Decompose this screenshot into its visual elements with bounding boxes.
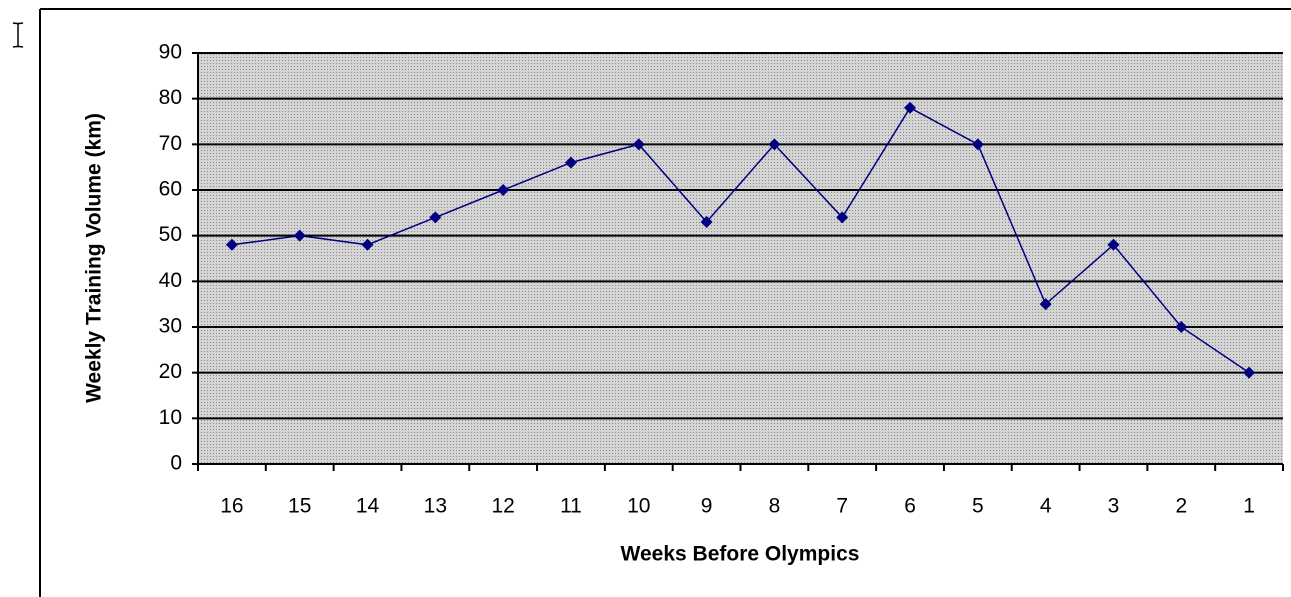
marker — [497, 184, 510, 196]
marker — [768, 138, 781, 151]
y-tick-label: 80 — [159, 86, 182, 109]
y-tick-label: 0 — [170, 452, 182, 475]
x-tick-label: 1 — [1243, 495, 1255, 518]
text-cursor — [12, 22, 24, 48]
x-tick-label: 2 — [1175, 495, 1187, 518]
marker — [836, 211, 849, 224]
plot-area — [198, 53, 1283, 464]
x-tick-label: 4 — [1040, 495, 1052, 518]
x-tick-label: 5 — [972, 495, 984, 518]
marker — [225, 238, 238, 251]
x-tick-label: 7 — [836, 495, 848, 518]
x-tick-label: 13 — [424, 495, 447, 518]
data-line — [231, 106, 1250, 374]
x-tick-label: 12 — [491, 495, 514, 518]
marker — [564, 156, 577, 169]
x-tick-label: 10 — [627, 495, 650, 518]
marker — [361, 238, 374, 251]
marker — [429, 211, 442, 224]
marker — [1107, 238, 1120, 251]
marker — [700, 215, 713, 228]
y-axis-title: Weekly Training Volume (km) — [83, 113, 106, 403]
x-axis-title: Weeks Before Olympics — [621, 543, 860, 566]
x-tick-label: 16 — [220, 495, 243, 518]
y-tick-label: 50 — [159, 223, 182, 246]
x-tick-label: 3 — [1108, 495, 1120, 518]
y-tick-label: 70 — [159, 132, 182, 155]
y-tick-label: 90 — [159, 41, 182, 64]
x-tick-label: 6 — [904, 495, 916, 518]
x-tick-label: 15 — [288, 495, 311, 518]
marker — [1039, 298, 1052, 311]
marker — [1243, 366, 1256, 379]
x-tick-label: 8 — [769, 495, 781, 518]
y-tick-label: 60 — [159, 178, 182, 201]
marker — [971, 138, 984, 151]
marker — [293, 229, 306, 242]
y-tick-label: 40 — [159, 269, 182, 292]
y-tick-label: 30 — [159, 315, 182, 338]
y-tick-label: 20 — [159, 360, 182, 383]
x-tick-label: 14 — [356, 495, 380, 518]
marker — [632, 138, 645, 151]
y-tick-label: 10 — [159, 406, 182, 429]
marker — [904, 101, 917, 114]
x-tick-label: 9 — [701, 495, 713, 518]
marker — [1175, 321, 1188, 333]
x-tick-label: 11 — [560, 495, 582, 518]
